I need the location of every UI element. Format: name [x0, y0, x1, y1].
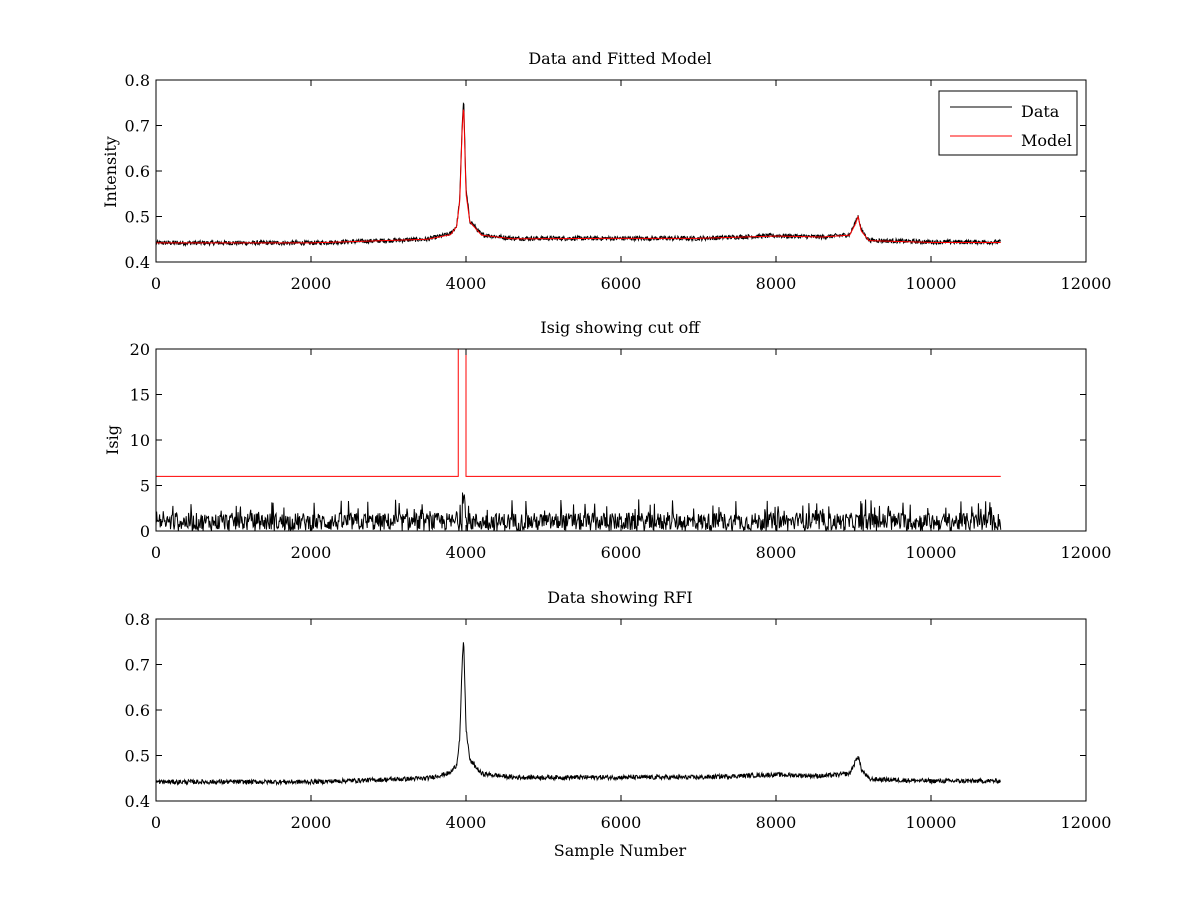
- x-tick-label: 2000: [291, 543, 332, 562]
- x-tick-label: 4000: [446, 274, 487, 293]
- legend-model-label: Model: [1021, 131, 1072, 150]
- panel-2: Isig showing cut off Isig 0 2000 4000 6000 8…: [103, 318, 1111, 562]
- y-tick-label: 0.5: [125, 747, 150, 766]
- panel-1-ticks: 0 2000 4000 6000 8000 10000 12000 0.4 0.5 0.6 0.7 0…: [125, 71, 1112, 293]
- y-tick-label: 5: [140, 477, 150, 496]
- y-tick-label: 0.6: [125, 162, 150, 181]
- panel-2-plot-area: [156, 349, 1002, 531]
- legend-data-label: Data: [1021, 102, 1060, 121]
- x-tick-label: 10000: [906, 274, 957, 293]
- y-tick-label: 0: [140, 522, 150, 541]
- panel-2-ticks: 0 2000 4000 6000 8000 10000 12000 0 5 10 15 20: [130, 340, 1112, 562]
- y-tick-label: 0.8: [125, 71, 150, 90]
- x-tick-label: 6000: [601, 813, 642, 832]
- series-data: [156, 642, 1001, 787]
- x-tick-label: 0: [151, 813, 161, 832]
- x-tick-label: 10000: [906, 543, 957, 562]
- y-tick-label: 0.5: [125, 208, 150, 227]
- x-tick-label: 10000: [906, 813, 957, 832]
- series-model: [156, 109, 1001, 244]
- y-tick-label: 0.8: [125, 610, 150, 629]
- x-tick-label: 8000: [756, 274, 797, 293]
- panel-2-ylabel: Isig: [103, 425, 122, 455]
- y-tick-label: 0.4: [125, 792, 150, 811]
- x-tick-label: 12000: [1061, 813, 1112, 832]
- panel-1-plot-area: [156, 102, 1002, 248]
- y-tick-label: 0.4: [125, 253, 150, 272]
- panel-3-title: Data showing RFI: [547, 588, 692, 607]
- panel-3-plot-area: [156, 642, 1001, 787]
- x-tick-label: 8000: [756, 543, 797, 562]
- x-tick-label: 12000: [1061, 274, 1112, 293]
- x-tick-label: 4000: [446, 813, 487, 832]
- panel-1-legend: Data Model: [938, 90, 1078, 156]
- y-tick-label: 20: [130, 340, 150, 359]
- legend-box: [938, 90, 1078, 156]
- panel-1-ylabel: Intensity: [101, 136, 120, 208]
- x-tick-label: 2000: [291, 813, 332, 832]
- y-tick-label: 15: [130, 386, 150, 405]
- x-tick-label: 6000: [601, 274, 642, 293]
- panel-1: Data and Fitted Model Intensity 0 2000 400…: [101, 49, 1111, 293]
- x-tick-label: 0: [151, 543, 161, 562]
- x-tick-label: 6000: [601, 543, 642, 562]
- y-tick-label: 0.6: [125, 701, 150, 720]
- panel-3: Data showing RFI 0 2000 4000 6000 8000 10000 1…: [125, 588, 1112, 860]
- y-tick-label: 0.7: [125, 656, 150, 675]
- x-tick-label: 0: [151, 274, 161, 293]
- x-tick-label: 4000: [446, 543, 487, 562]
- panel-3-xlabel: Sample Number: [554, 841, 687, 860]
- panel-2-title: Isig showing cut off: [540, 318, 701, 337]
- x-tick-label: 12000: [1061, 543, 1112, 562]
- y-tick-label: 0.7: [125, 117, 150, 136]
- series-cutoff: [156, 349, 1001, 477]
- series-isig: [156, 492, 1002, 531]
- panel-3-ticks: 0 2000 4000 6000 8000 10000 12000 0.4 0.5 0.6 0.7 0…: [125, 610, 1112, 832]
- x-tick-label: 8000: [756, 813, 797, 832]
- x-tick-label: 2000: [291, 274, 332, 293]
- y-tick-label: 10: [130, 431, 150, 450]
- panel-1-title: Data and Fitted Model: [528, 49, 711, 68]
